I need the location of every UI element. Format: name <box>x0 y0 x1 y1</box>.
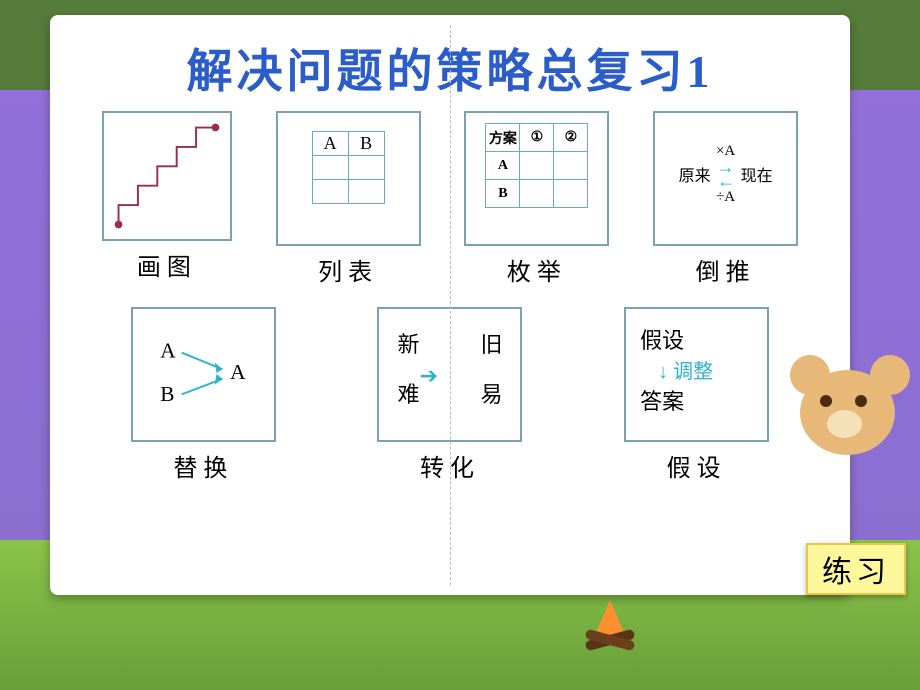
target-a: A <box>230 360 246 384</box>
meiju-hdr-2: ② <box>554 124 588 152</box>
card-liebiao: A B 列表 <box>276 111 421 287</box>
staircase-svg <box>104 113 230 239</box>
diagram-meiju: 方案 ① ② A B <box>464 111 609 246</box>
label-liebiao: 列表 <box>318 252 378 287</box>
practice-label: 练习 <box>822 547 890 591</box>
practice-button[interactable]: 练习 <box>806 543 906 595</box>
t-easy: 易 <box>480 377 502 409</box>
diagram-jiashe: 假设 ↓ 调整 答案 <box>624 307 769 442</box>
reverse-wrap: ×A 原来 → → 现在 ÷A <box>655 113 796 236</box>
diagram-huatu <box>102 111 232 241</box>
assume-wrap: 假设 ↓ 调整 答案 <box>626 309 767 430</box>
trans-wrap: 新 旧 ➔ 难 易 <box>379 309 520 445</box>
page-title: 解决问题的策略总复习1 <box>80 35 820 101</box>
meiju-hdr-1: ① <box>520 124 554 152</box>
arrow-left-icon: → <box>717 174 735 188</box>
assume-top: 假设 <box>640 323 753 355</box>
t-new: 新 <box>397 327 419 359</box>
card-tihuan: A B A 替换 <box>131 307 276 483</box>
meiju-r0: A <box>486 152 520 180</box>
src-b: B <box>160 382 174 406</box>
card-jiashe: 假设 ↓ 调整 答案 假设 <box>624 307 769 483</box>
down-arrow-icon: ↓ <box>658 361 668 383</box>
bear-decoration <box>775 350 920 550</box>
meiju-r1: B <box>486 180 520 208</box>
meiju-table: 方案 ① ② A B <box>485 123 588 208</box>
merge-svg: A B A <box>133 309 274 440</box>
assume-bottom: 答案 <box>640 384 753 416</box>
diagram-zhuanhua: 新 旧 ➔ 难 易 <box>377 307 522 442</box>
meiju-hdr-0: 方案 <box>486 124 520 152</box>
card-huatu: 画图 <box>102 111 232 287</box>
label-meiju: 枚举 <box>507 252 567 287</box>
label-huatu: 画图 <box>137 247 197 282</box>
col-a: A <box>312 132 348 156</box>
campfire-decoration <box>580 590 640 650</box>
src-a: A <box>160 339 176 363</box>
col-b: B <box>348 132 384 156</box>
diagram-tihuan: A B A <box>131 307 276 442</box>
liebiao-table: A B <box>312 131 385 204</box>
card-meiju: 方案 ① ② A B 枚举 <box>464 111 609 287</box>
rev-left: 原来 <box>679 162 711 186</box>
label-jiashe: 假设 <box>667 448 727 483</box>
t-hard: 难 <box>397 377 419 409</box>
row-1: 画图 A B 列表 方案 ① ② <box>80 111 820 287</box>
card-zhuanhua: 新 旧 ➔ 难 易 转化 <box>377 307 522 483</box>
card-daotui: ×A 原来 → → 现在 ÷A 倒推 <box>653 111 798 287</box>
slide-panel: 解决问题的策略总复习1 画图 A B 列表 <box>50 15 850 595</box>
rev-right: 现在 <box>741 162 773 186</box>
trans-arrow-icon: ➔ <box>419 363 437 389</box>
label-daotui: 倒推 <box>696 252 756 287</box>
t-old: 旧 <box>480 327 502 359</box>
row-2: A B A 替换 新 旧 ➔ <box>80 307 820 483</box>
diagram-daotui: ×A 原来 → → 现在 ÷A <box>653 111 798 246</box>
diagram-liebiao: A B <box>276 111 421 246</box>
label-tihuan: 替换 <box>173 448 233 483</box>
label-zhuanhua: 转化 <box>420 448 480 483</box>
assume-adjust: 调整 <box>673 361 713 383</box>
